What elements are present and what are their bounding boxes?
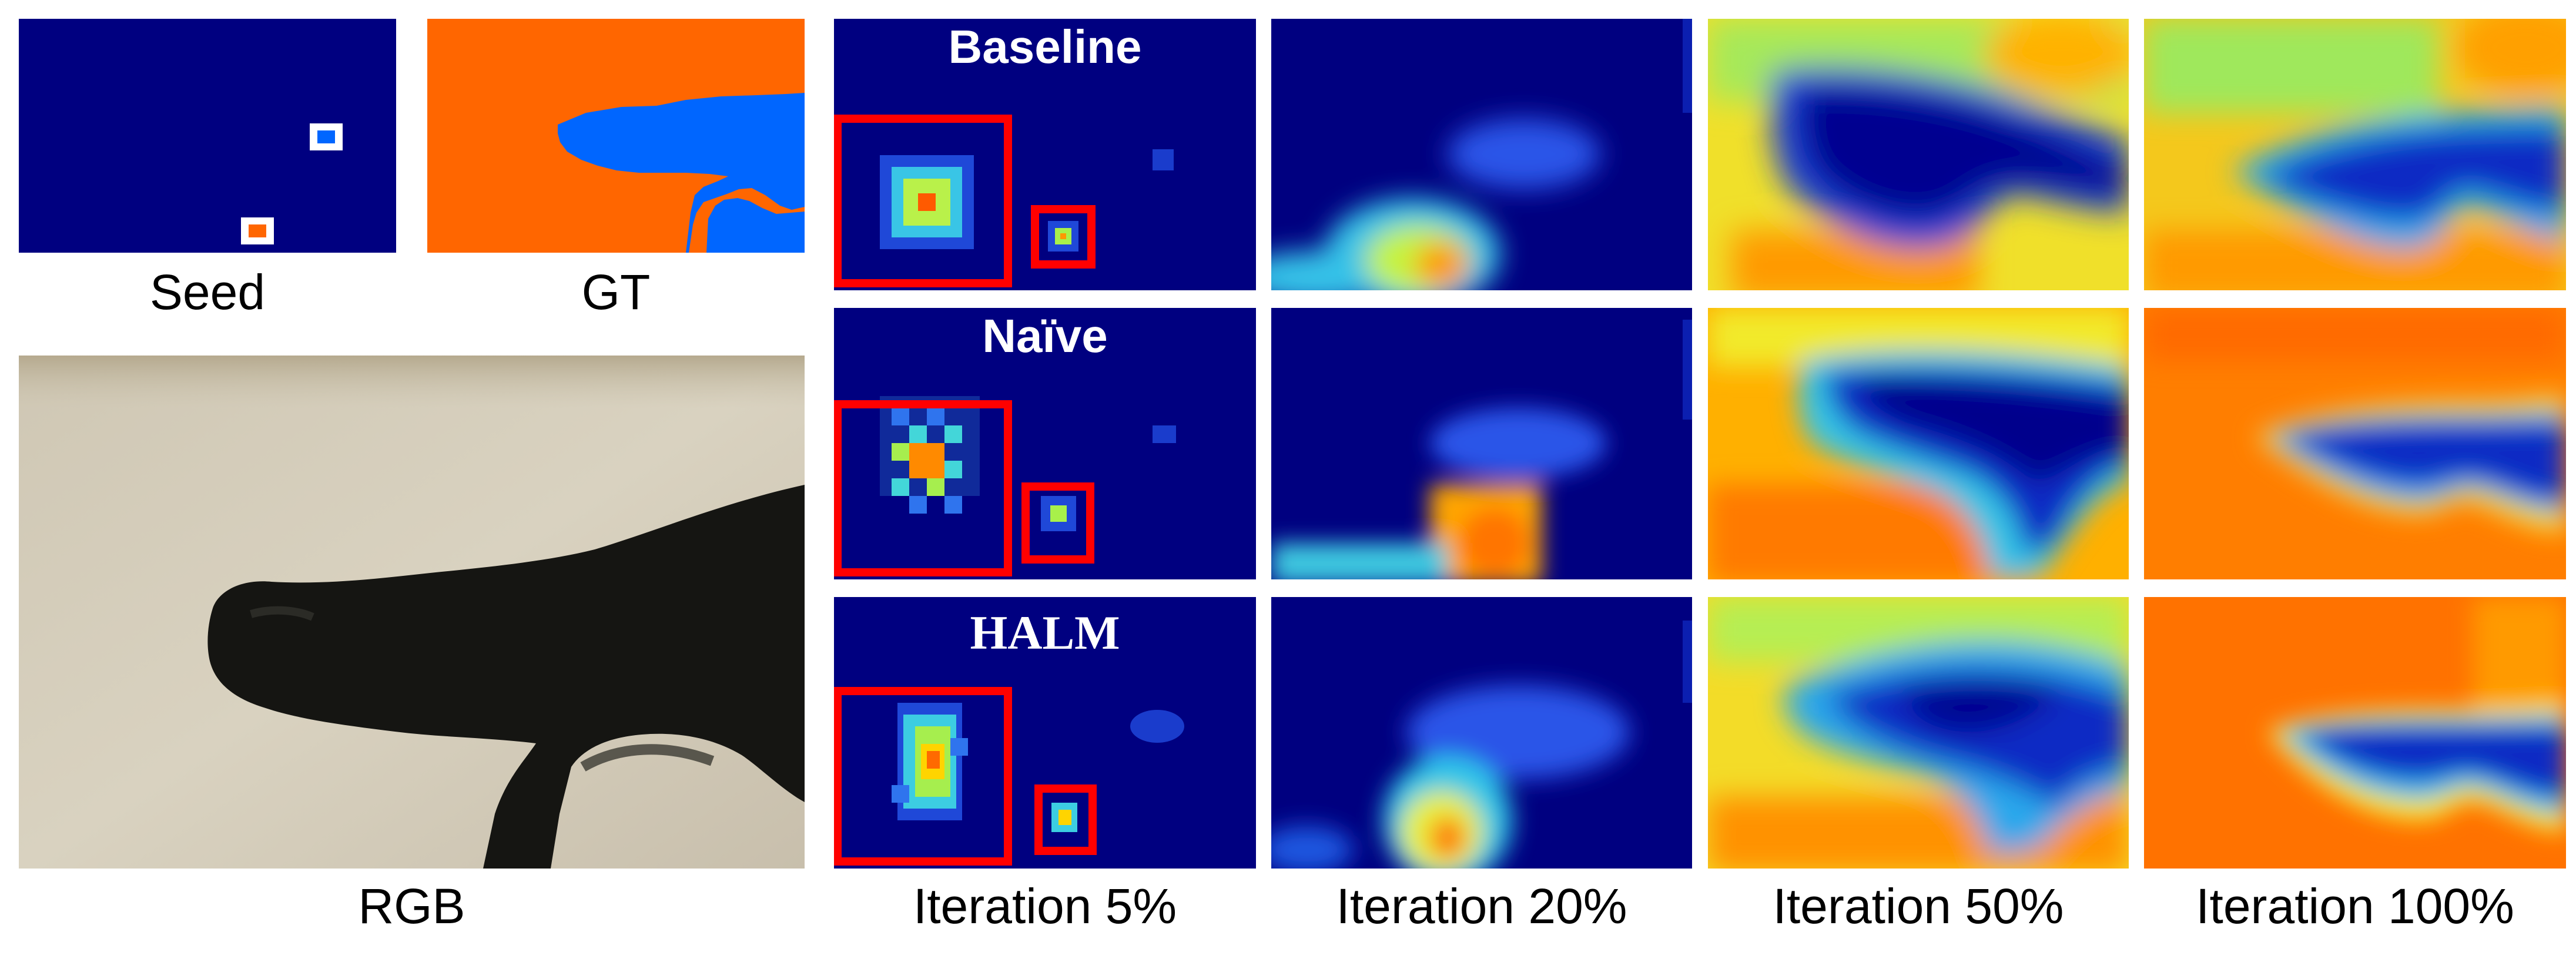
rgb-caption: RGB [358,879,465,934]
seed-caption: Seed [149,264,266,320]
seed-map [19,19,396,253]
zoom-box-large [834,400,1012,576]
halm-iter5: HALM [834,597,1256,869]
row-label-baseline: Baseline [948,21,1142,73]
halm-iter50 [1708,597,2129,869]
zoom-box-small [1034,784,1097,855]
column-caption-iter100: Iteration 100% [2196,879,2514,934]
row-label-naive: Naïve [982,310,1108,362]
zoom-box-large [834,115,1012,287]
halm-iter100 [2144,597,2566,869]
halm-seed-patch [892,703,968,820]
baseline-iter5: Baseline [834,19,1256,290]
naive-iter5: Naïve [834,308,1256,579]
column-caption-iter50: Iteration 50% [1773,879,2064,934]
naive-seed-patch [880,396,980,514]
zoom-box-large [834,687,1012,866]
row-label-halm: HALM [970,606,1120,659]
gt-map [427,19,805,253]
zoom-box-small [1031,205,1096,269]
baseline-iter20 [1271,19,1692,290]
baseline-iter100 [2144,19,2566,290]
column-caption-iter5: Iteration 5% [913,879,1177,934]
naive-iter50 [1708,308,2129,579]
baseline-iter50 [1708,19,2129,290]
rgb-image [19,356,805,869]
naive-iter100 [2144,308,2566,579]
halm-iter20 [1271,597,1692,869]
naive-iter20 [1271,308,1692,579]
gt-caption: GT [581,264,651,320]
zoom-box-small [1021,482,1094,564]
column-caption-iter20: Iteration 20% [1336,879,1627,934]
